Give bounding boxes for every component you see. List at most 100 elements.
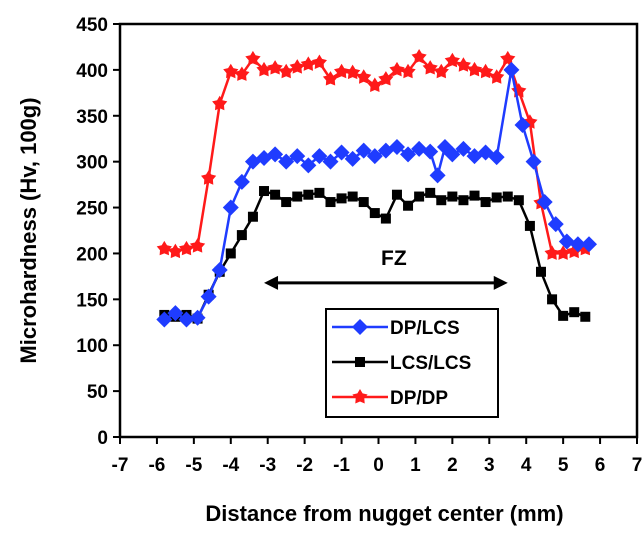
data-point [558, 310, 569, 321]
data-point [569, 307, 580, 318]
data-point [429, 167, 446, 184]
data-point [211, 261, 228, 278]
data-point [458, 195, 469, 206]
x-tick-label: -7 [112, 455, 129, 476]
legend-label: LCS/LCS [390, 353, 471, 374]
legend-marker [352, 319, 368, 335]
legend-marker [355, 357, 365, 367]
data-point [469, 190, 480, 201]
x-tick-label: -6 [148, 455, 165, 476]
data-point [378, 71, 394, 86]
x-tick-label: 2 [447, 455, 458, 476]
data-point [325, 197, 336, 208]
data-point [558, 233, 575, 250]
fz-arrow-right-head [493, 275, 508, 290]
data-point [201, 170, 217, 185]
data-point [503, 61, 520, 78]
data-point [489, 69, 505, 84]
data-point [389, 61, 405, 77]
data-point [225, 248, 236, 259]
data-point [200, 288, 217, 305]
data-point [356, 69, 372, 84]
data-point [369, 208, 380, 219]
data-point [278, 153, 295, 170]
data-point [311, 148, 328, 165]
x-tick-label: -3 [259, 455, 276, 476]
data-point [281, 197, 292, 208]
data-point [270, 189, 281, 200]
data-point [156, 311, 173, 328]
legend-marker [352, 389, 368, 404]
series-dp-lcs [156, 61, 597, 328]
y-tick-label: 50 [87, 382, 108, 403]
x-tick-label: 0 [373, 455, 384, 476]
data-point [391, 189, 402, 200]
data-point [478, 63, 494, 79]
data-point [189, 238, 206, 253]
data-point [366, 148, 383, 165]
data-point [267, 146, 284, 163]
y-tick-label: 100 [76, 336, 108, 357]
y-axis-title: Microhardness (Hv, 100g) [16, 97, 41, 363]
x-tick-label: -4 [222, 455, 239, 476]
x-tick-label: 1 [410, 455, 421, 476]
data-point [513, 195, 524, 206]
data-point [322, 153, 339, 170]
data-point [547, 216, 564, 233]
data-point [178, 240, 195, 256]
data-point [444, 146, 461, 163]
data-point [289, 148, 306, 165]
data-point [367, 77, 383, 92]
data-point [236, 230, 247, 241]
data-point [566, 243, 582, 259]
data-point [525, 153, 542, 170]
y-tick-label: 300 [76, 153, 108, 174]
data-point [167, 243, 183, 259]
data-point [500, 50, 516, 66]
data-point [278, 63, 294, 79]
data-point [524, 220, 535, 231]
x-tick-label: 5 [558, 455, 569, 476]
data-point [156, 240, 172, 256]
data-point [555, 245, 571, 260]
data-point [535, 266, 546, 277]
y-tick-label: 200 [76, 244, 108, 265]
data-point [355, 142, 372, 159]
data-point [425, 187, 436, 198]
data-point [433, 63, 449, 79]
y-tick-label: 350 [76, 107, 108, 128]
data-point [536, 194, 553, 211]
series-line [163, 69, 589, 321]
data-point [400, 146, 417, 163]
data-point [256, 61, 272, 77]
data-point [400, 63, 416, 79]
data-point [300, 56, 316, 71]
series-dp-dp [156, 49, 593, 260]
x-tick-label: 3 [484, 455, 495, 476]
data-point [234, 66, 250, 81]
data-point [303, 189, 314, 200]
data-point [422, 60, 438, 75]
data-point [455, 57, 471, 72]
data-point [344, 150, 361, 167]
fz-label: FZ [381, 247, 407, 270]
data-point [455, 140, 472, 157]
data-point [388, 138, 405, 155]
y-tick-label: 150 [76, 290, 108, 311]
data-point [233, 173, 250, 190]
data-point [311, 54, 327, 69]
data-point [491, 192, 502, 203]
legend-label: DP/LCS [390, 318, 460, 339]
y-tick-label: 0 [97, 428, 108, 449]
data-point [223, 63, 239, 79]
data-point [488, 149, 505, 166]
data-point [544, 245, 560, 260]
data-point [289, 59, 305, 74]
data-point [502, 191, 513, 202]
data-point [444, 52, 460, 68]
data-point [414, 191, 425, 202]
data-point [247, 211, 258, 222]
data-point [222, 199, 239, 216]
x-tick-label: 6 [595, 455, 606, 476]
